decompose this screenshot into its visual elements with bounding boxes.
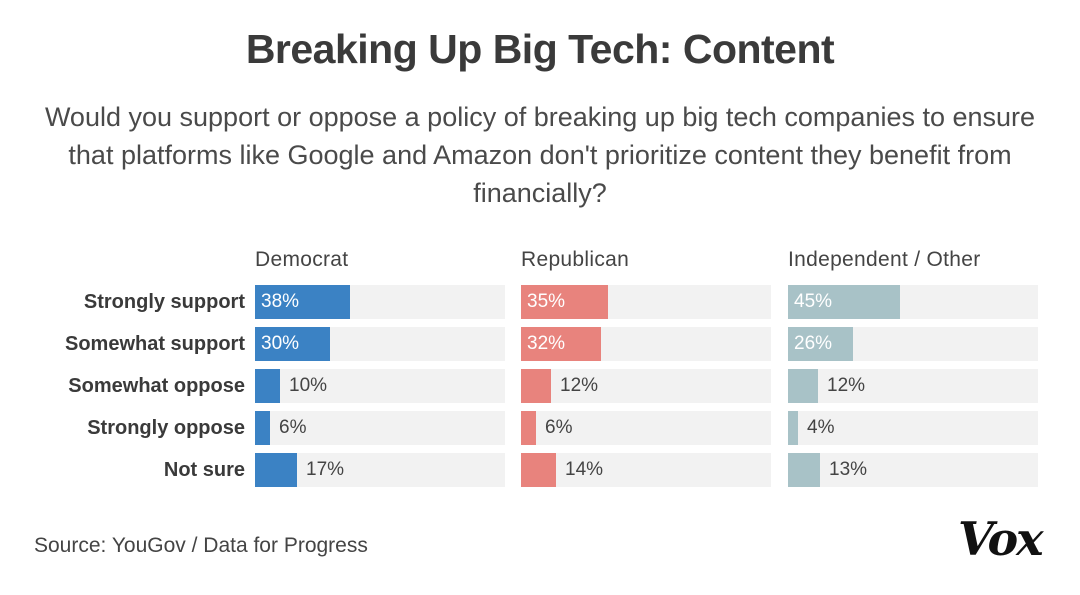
data-label-democrat-strongly-oppose: 6% [279, 417, 307, 438]
vox-logo: Vox [958, 512, 1044, 566]
group-header-republican: Republican [521, 248, 630, 271]
group-header-democrat: Democrat [255, 248, 349, 271]
bar-track-republican-somewhat-oppose: 12% [521, 369, 771, 403]
bar-track-democrat-somewhat-support: 30% [255, 327, 505, 361]
source-note: Source: YouGov / Data for Progress [34, 534, 368, 557]
bar-democrat-strongly-oppose [255, 411, 270, 445]
bar-republican-not-sure [521, 453, 556, 487]
data-label-republican-not-sure: 14% [565, 459, 604, 480]
bar-track-independent-other-somewhat-oppose: 12% [788, 369, 1038, 403]
bar-republican-somewhat-support [521, 327, 601, 361]
bar-track-independent-other-not-sure: 13% [788, 453, 1038, 487]
bar-track-independent-other-strongly-support: 45% [788, 285, 1038, 319]
bar-track-democrat-strongly-support: 38% [255, 285, 505, 319]
bar-track-republican-strongly-support: 35% [521, 285, 771, 319]
bar-track-independent-other-strongly-oppose: 4% [788, 411, 1038, 445]
bar-democrat-strongly-support [255, 285, 350, 319]
bar-republican-strongly-oppose [521, 411, 536, 445]
bar-independent-other-strongly-support [788, 285, 900, 319]
bar-democrat-somewhat-oppose [255, 369, 280, 403]
data-label-republican-somewhat-oppose: 12% [560, 375, 599, 396]
data-label-democrat-somewhat-support: 30% [261, 333, 300, 354]
data-label-republican-somewhat-support: 32% [527, 333, 566, 354]
row-label-somewhat-oppose: Somewhat oppose [68, 375, 245, 397]
data-label-republican-strongly-support: 35% [527, 291, 566, 312]
row-label-not-sure: Not sure [163, 459, 245, 481]
row-label-strongly-oppose: Strongly oppose [87, 417, 245, 439]
chart-subtitle: Would you support or oppose a policy of … [44, 102, 1036, 208]
bar-track-independent-other-somewhat-support: 26% [788, 327, 1038, 361]
data-label-independent-other-strongly-oppose: 4% [807, 417, 835, 438]
data-label-republican-strongly-oppose: 6% [545, 417, 573, 438]
bar-independent-other-somewhat-support [788, 327, 853, 361]
data-label-democrat-not-sure: 17% [306, 459, 345, 480]
data-label-independent-other-somewhat-support: 26% [794, 333, 833, 354]
bar-democrat-somewhat-support [255, 327, 330, 361]
row-label-strongly-support: Strongly support [83, 291, 245, 313]
bar-track-democrat-not-sure: 17% [255, 453, 505, 487]
bar-republican-strongly-support [521, 285, 608, 319]
group-header-independent-other: Independent / Other [788, 248, 981, 271]
data-label-independent-other-somewhat-oppose: 12% [827, 375, 866, 396]
bar-democrat-not-sure [255, 453, 297, 487]
bar-independent-other-somewhat-oppose [788, 369, 818, 403]
bar-independent-other-not-sure [788, 453, 820, 487]
bar-track-republican-strongly-oppose: 6% [521, 411, 771, 445]
data-label-democrat-strongly-support: 38% [261, 291, 300, 312]
data-label-independent-other-not-sure: 13% [829, 459, 868, 480]
bar-track-democrat-strongly-oppose: 6% [255, 411, 505, 445]
row-label-somewhat-support: Somewhat support [64, 333, 245, 355]
bar-republican-somewhat-oppose [521, 369, 551, 403]
bar-independent-other-strongly-oppose [788, 411, 798, 445]
chart-title: Breaking Up Big Tech: Content [245, 26, 835, 72]
bar-track-democrat-somewhat-oppose: 10% [255, 369, 505, 403]
bar-track-republican-not-sure: 14% [521, 453, 771, 487]
data-label-democrat-somewhat-oppose: 10% [289, 375, 328, 396]
bar-track-republican-somewhat-support: 32% [521, 327, 771, 361]
data-label-independent-other-strongly-support: 45% [794, 291, 833, 312]
